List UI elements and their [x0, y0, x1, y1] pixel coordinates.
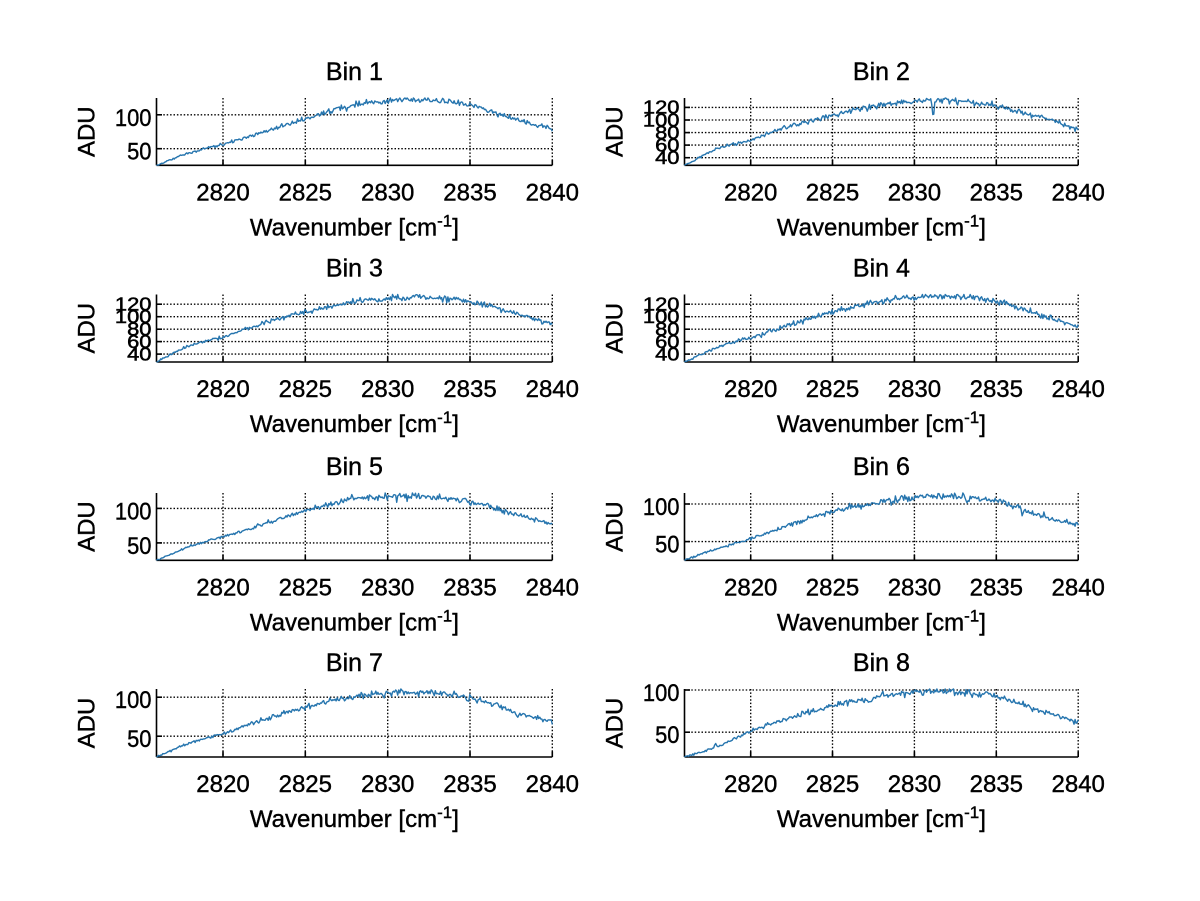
svg-text:50: 50	[655, 722, 679, 749]
svg-text:Wavenumber [cm-1]: Wavenumber [cm-1]	[250, 803, 459, 833]
svg-text:2840: 2840	[1052, 376, 1105, 403]
svg-text:Bin 4: Bin 4	[853, 255, 910, 283]
svg-text:2830: 2830	[888, 376, 941, 403]
svg-text:Wavenumber [cm-1]: Wavenumber [cm-1]	[777, 803, 986, 833]
svg-text:Bin 6: Bin 6	[853, 453, 910, 481]
svg-text:2820: 2820	[196, 179, 249, 206]
svg-text:2840: 2840	[526, 771, 579, 798]
svg-text:2820: 2820	[724, 376, 777, 403]
svg-text:100: 100	[115, 306, 152, 327]
svg-text:40: 40	[655, 343, 679, 364]
svg-text:50: 50	[127, 726, 151, 753]
svg-text:ADU: ADU	[74, 106, 101, 157]
svg-text:80: 80	[127, 319, 151, 340]
svg-text:120: 120	[643, 294, 680, 315]
svg-text:Bin 2: Bin 2	[853, 58, 910, 86]
svg-text:40: 40	[127, 343, 151, 364]
svg-text:Wavenumber [cm-1]: Wavenumber [cm-1]	[777, 408, 986, 438]
svg-text:120: 120	[643, 97, 680, 118]
svg-text:60: 60	[127, 331, 151, 352]
svg-text:Bin 1: Bin 1	[326, 58, 383, 86]
svg-text:Wavenumber [cm-1]: Wavenumber [cm-1]	[777, 211, 986, 241]
svg-text:100: 100	[115, 498, 152, 525]
svg-text:100: 100	[115, 687, 152, 714]
svg-text:Bin 3: Bin 3	[326, 255, 383, 283]
svg-text:2840: 2840	[526, 376, 579, 403]
svg-text:2830: 2830	[361, 376, 414, 403]
svg-text:100: 100	[643, 306, 680, 327]
svg-text:100: 100	[115, 105, 152, 132]
svg-text:80: 80	[655, 122, 679, 143]
svg-text:2825: 2825	[279, 574, 332, 601]
svg-text:2835: 2835	[443, 376, 496, 403]
svg-text:40: 40	[655, 147, 679, 168]
svg-text:Wavenumber [cm-1]: Wavenumber [cm-1]	[777, 606, 986, 636]
svg-text:ADU: ADU	[602, 698, 629, 749]
svg-text:ADU: ADU	[602, 501, 629, 552]
svg-text:100: 100	[643, 109, 680, 130]
svg-text:2820: 2820	[196, 376, 249, 403]
svg-text:ADU: ADU	[74, 303, 101, 354]
svg-text:Wavenumber [cm-1]: Wavenumber [cm-1]	[250, 408, 459, 438]
svg-text:Bin 8: Bin 8	[853, 649, 910, 677]
svg-text:2835: 2835	[443, 771, 496, 798]
svg-text:60: 60	[655, 331, 679, 352]
svg-text:2830: 2830	[888, 574, 941, 601]
svg-text:2835: 2835	[970, 376, 1023, 403]
svg-text:80: 80	[655, 319, 679, 340]
svg-text:ADU: ADU	[602, 106, 629, 157]
svg-text:100: 100	[643, 680, 680, 707]
svg-text:2840: 2840	[1052, 771, 1105, 798]
svg-text:2830: 2830	[361, 574, 414, 601]
svg-text:2820: 2820	[724, 179, 777, 206]
svg-text:2830: 2830	[361, 179, 414, 206]
svg-text:100: 100	[643, 494, 680, 521]
svg-text:120: 120	[115, 294, 152, 315]
svg-text:2825: 2825	[279, 179, 332, 206]
svg-text:Bin 7: Bin 7	[326, 649, 383, 677]
svg-text:2825: 2825	[806, 771, 859, 798]
svg-text:2830: 2830	[361, 771, 414, 798]
svg-text:50: 50	[127, 139, 151, 166]
svg-text:2830: 2830	[888, 179, 941, 206]
svg-text:2840: 2840	[526, 574, 579, 601]
svg-text:2840: 2840	[1052, 179, 1105, 206]
svg-text:ADU: ADU	[74, 698, 101, 749]
svg-text:2825: 2825	[806, 574, 859, 601]
svg-text:50: 50	[655, 532, 679, 559]
svg-text:Wavenumber [cm-1]: Wavenumber [cm-1]	[250, 211, 459, 241]
svg-text:2825: 2825	[806, 376, 859, 403]
svg-text:2835: 2835	[443, 574, 496, 601]
svg-text:ADU: ADU	[74, 501, 101, 552]
svg-text:2820: 2820	[196, 771, 249, 798]
svg-text:2820: 2820	[724, 771, 777, 798]
svg-text:2835: 2835	[970, 179, 1023, 206]
svg-text:ADU: ADU	[602, 303, 629, 354]
svg-text:2835: 2835	[970, 574, 1023, 601]
svg-text:2835: 2835	[443, 179, 496, 206]
svg-text:2820: 2820	[724, 574, 777, 601]
svg-text:2840: 2840	[1052, 574, 1105, 601]
svg-text:2825: 2825	[806, 179, 859, 206]
svg-text:2820: 2820	[196, 574, 249, 601]
svg-text:Wavenumber [cm-1]: Wavenumber [cm-1]	[250, 606, 459, 636]
svg-text:60: 60	[655, 134, 679, 155]
svg-text:2830: 2830	[888, 771, 941, 798]
svg-text:50: 50	[127, 533, 151, 560]
svg-text:Bin 5: Bin 5	[326, 453, 383, 481]
svg-text:2825: 2825	[279, 376, 332, 403]
svg-text:2840: 2840	[526, 179, 579, 206]
svg-text:2825: 2825	[279, 771, 332, 798]
svg-text:2835: 2835	[970, 771, 1023, 798]
